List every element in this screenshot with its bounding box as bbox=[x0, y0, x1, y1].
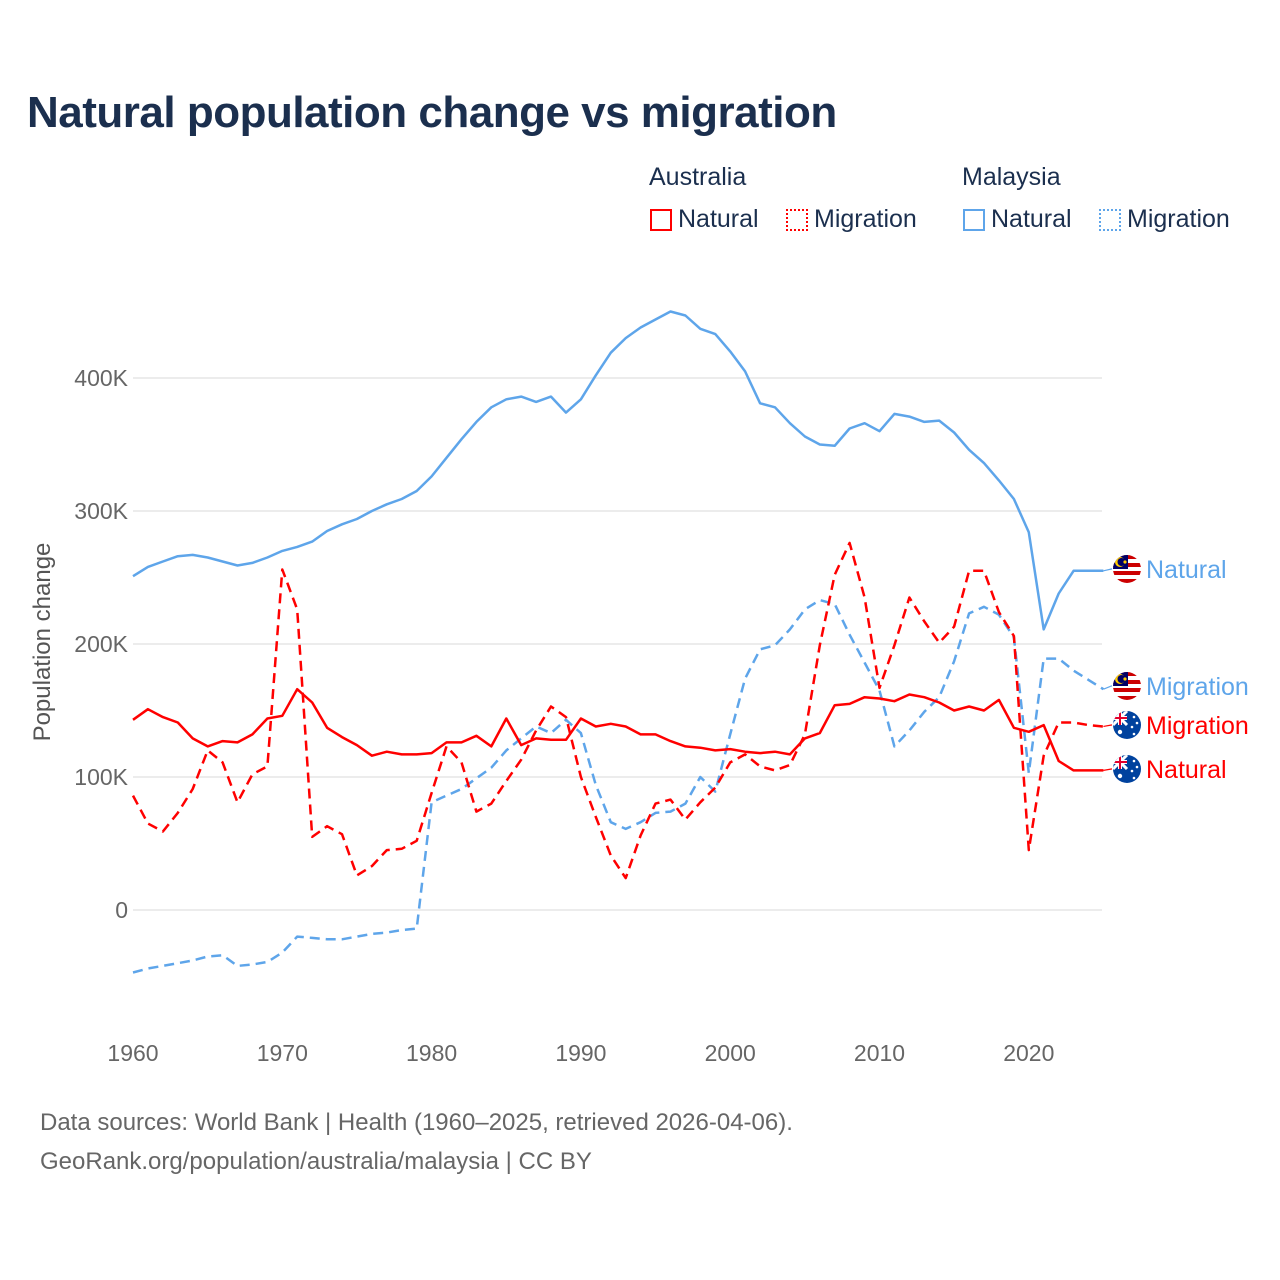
dotted-line-swatch-icon bbox=[1099, 208, 1121, 231]
legend-label: Natural bbox=[678, 205, 759, 233]
label-connector bbox=[1103, 724, 1112, 728]
legend-label: Migration bbox=[814, 205, 917, 233]
series-line-malaysia-migration bbox=[132, 598, 1105, 974]
australia-flag-icon bbox=[1113, 755, 1141, 783]
x-tick-label: 1980 bbox=[406, 1040, 457, 1066]
y-tick-label: 100K bbox=[74, 764, 128, 790]
legend-label: Migration bbox=[1127, 205, 1230, 233]
x-tick-label: 1970 bbox=[257, 1040, 308, 1066]
footer-sources: Data sources: World Bank | Health (1960–… bbox=[40, 1109, 793, 1136]
label-connector bbox=[1103, 568, 1112, 572]
series-line-australia-natural bbox=[132, 687, 1104, 772]
y-tick-label: 300K bbox=[74, 498, 128, 524]
legend-malaysia-natural[interactable]: Natural bbox=[963, 205, 1072, 234]
series-end-label: Migration bbox=[1146, 673, 1249, 701]
series-end-label: Natural bbox=[1146, 556, 1227, 584]
x-tick-label: 1960 bbox=[107, 1040, 158, 1066]
series-end-label: Natural bbox=[1146, 756, 1227, 784]
x-tick-label: 1990 bbox=[555, 1040, 606, 1066]
dotted-line-swatch-icon bbox=[786, 208, 808, 231]
y-tick-label: 0 bbox=[115, 897, 128, 923]
legend-label: Natural bbox=[991, 205, 1072, 233]
legend-group-australia: Australia bbox=[649, 163, 747, 191]
x-tick-label: 2000 bbox=[705, 1040, 756, 1066]
solid-line-swatch-icon bbox=[963, 208, 985, 231]
y-tick-label: 400K bbox=[74, 365, 128, 391]
series-line-malaysia-natural bbox=[132, 310, 1104, 631]
label-connector bbox=[1103, 685, 1112, 690]
malaysia-flag-icon bbox=[1113, 672, 1141, 700]
series-line-australia-migration bbox=[131, 541, 1104, 880]
legend-australia-natural[interactable]: Natural bbox=[650, 205, 759, 234]
footer-attribution: GeoRank.org/population/australia/malaysi… bbox=[40, 1148, 592, 1175]
legend-malaysia-migration[interactable]: Migration bbox=[1099, 205, 1230, 234]
y-axis-label: Population change bbox=[29, 543, 56, 742]
label-connector bbox=[1103, 768, 1112, 771]
legend-australia-migration[interactable]: Migration bbox=[786, 205, 917, 234]
malaysia-flag-icon bbox=[1113, 555, 1141, 583]
y-tick-label: 200K bbox=[74, 631, 128, 657]
solid-line-swatch-icon bbox=[650, 208, 672, 231]
australia-flag-icon bbox=[1113, 711, 1141, 739]
series-end-label: Migration bbox=[1146, 712, 1249, 740]
legend-group-malaysia: Malaysia bbox=[962, 163, 1061, 191]
chart-title: Natural population change vs migration bbox=[27, 88, 837, 137]
x-tick-label: 2020 bbox=[1003, 1040, 1054, 1066]
x-tick-label: 2010 bbox=[854, 1040, 905, 1066]
